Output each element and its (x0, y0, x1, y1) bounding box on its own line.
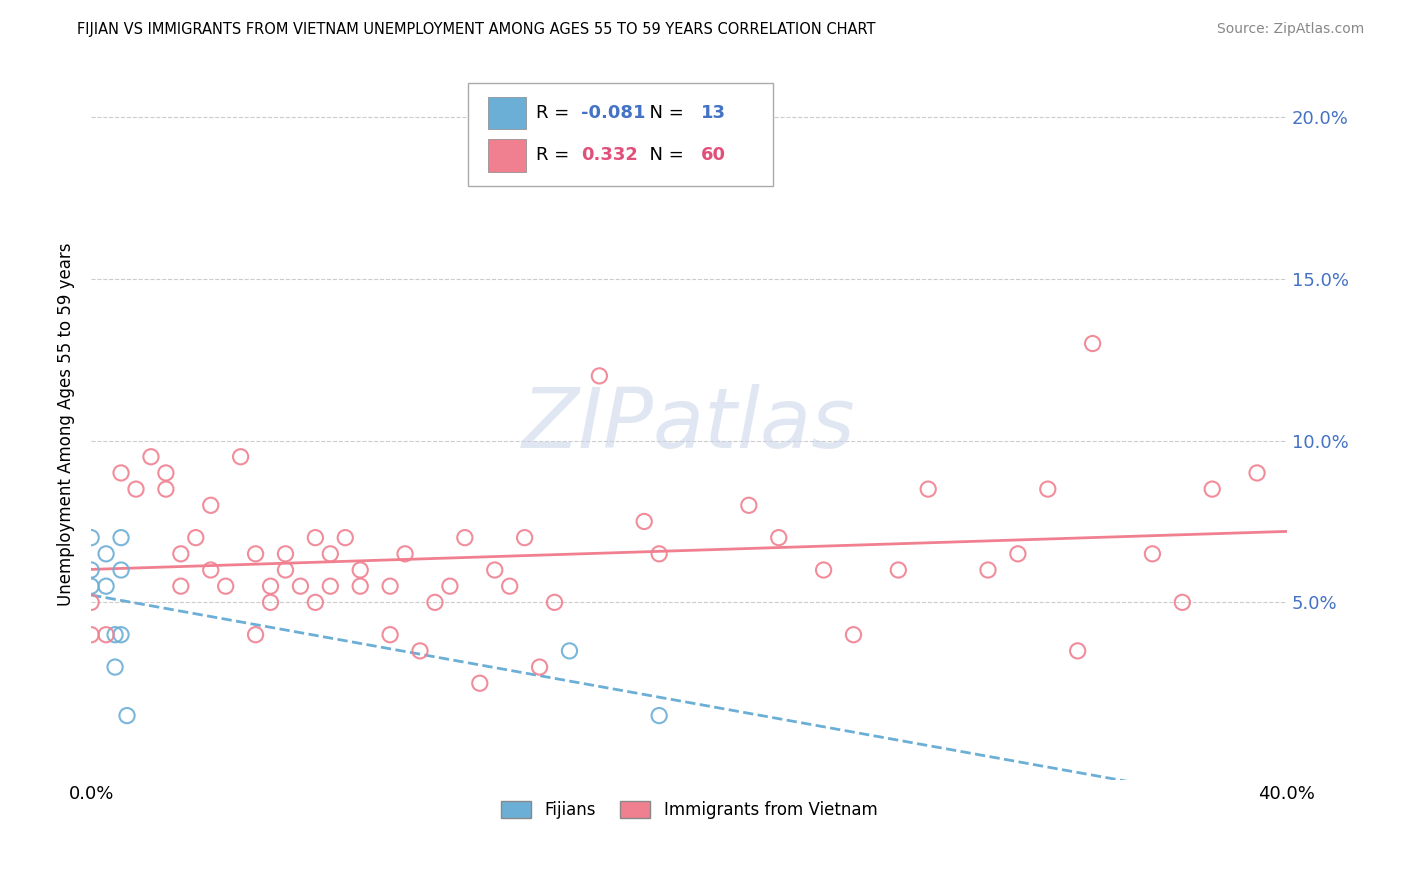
Point (184, 531, 207, 545)
Point (94, 628, 117, 642)
Point (543, 595, 565, 609)
Point (170, 547, 193, 561)
Point (484, 563, 506, 577)
Point (304, 531, 326, 545)
Point (768, 531, 790, 545)
Point (319, 579, 342, 593)
Point (917, 482, 939, 496)
Point (513, 531, 536, 545)
Text: R =: R = (536, 146, 575, 164)
Point (1201, 482, 1223, 496)
Point (94, 547, 117, 561)
Text: -0.081: -0.081 (582, 104, 645, 122)
Point (115, 708, 138, 723)
Point (104, 628, 127, 642)
Point (529, 660, 551, 674)
Text: 60: 60 (702, 146, 725, 164)
Point (304, 595, 326, 609)
Point (1081, 336, 1104, 351)
Point (558, 644, 581, 658)
Point (633, 515, 655, 529)
Point (215, 579, 238, 593)
Point (1171, 595, 1194, 609)
Text: Source: ZipAtlas.com: Source: ZipAtlas.com (1216, 22, 1364, 37)
Legend: Fijians, Immigrants from Vietnam: Fijians, Immigrants from Vietnam (494, 794, 884, 825)
Point (139, 450, 162, 464)
Point (1007, 547, 1029, 561)
FancyBboxPatch shape (488, 139, 526, 171)
Point (110, 563, 132, 577)
Point (439, 579, 461, 593)
Point (813, 563, 835, 577)
Point (648, 708, 671, 723)
Point (1036, 482, 1059, 496)
FancyBboxPatch shape (468, 83, 773, 186)
Point (378, 628, 401, 642)
Point (200, 563, 222, 577)
Point (1246, 466, 1268, 480)
Point (648, 547, 671, 561)
Point (423, 595, 446, 609)
Point (319, 547, 342, 561)
Point (170, 579, 193, 593)
Point (842, 628, 865, 642)
Point (104, 660, 127, 674)
Point (378, 579, 401, 593)
Point (1142, 547, 1164, 561)
Text: N =: N = (638, 146, 689, 164)
Point (80, 579, 103, 593)
Point (977, 563, 1000, 577)
Y-axis label: Unemployment Among Ages 55 to 59 years: Unemployment Among Ages 55 to 59 years (58, 243, 75, 607)
Text: FIJIAN VS IMMIGRANTS FROM VIETNAM UNEMPLOYMENT AMONG AGES 55 TO 59 YEARS CORRELA: FIJIAN VS IMMIGRANTS FROM VIETNAM UNEMPL… (77, 22, 876, 37)
Point (738, 498, 761, 512)
Text: 13: 13 (702, 104, 725, 122)
Point (200, 498, 222, 512)
Point (887, 563, 910, 577)
Point (110, 628, 132, 642)
Point (125, 482, 148, 496)
Point (1066, 644, 1088, 658)
Point (245, 628, 267, 642)
Point (155, 482, 177, 496)
Point (259, 595, 281, 609)
Point (499, 579, 522, 593)
Point (274, 547, 297, 561)
Point (94, 579, 117, 593)
Text: 0.332: 0.332 (582, 146, 638, 164)
Point (335, 531, 357, 545)
FancyBboxPatch shape (488, 97, 526, 129)
Point (274, 563, 297, 577)
Text: N =: N = (638, 104, 689, 122)
Point (409, 644, 432, 658)
Point (110, 466, 132, 480)
Point (80, 531, 103, 545)
Point (245, 547, 267, 561)
Point (349, 563, 371, 577)
Point (290, 579, 312, 593)
Point (349, 579, 371, 593)
Point (80, 628, 103, 642)
Point (394, 547, 416, 561)
Point (468, 676, 491, 690)
Point (229, 450, 252, 464)
Text: ZIPatlas: ZIPatlas (522, 384, 856, 465)
Text: R =: R = (536, 104, 575, 122)
Point (259, 579, 281, 593)
Point (110, 531, 132, 545)
Point (80, 595, 103, 609)
Point (155, 466, 177, 480)
Point (80, 563, 103, 577)
Point (588, 368, 610, 383)
Point (454, 531, 477, 545)
